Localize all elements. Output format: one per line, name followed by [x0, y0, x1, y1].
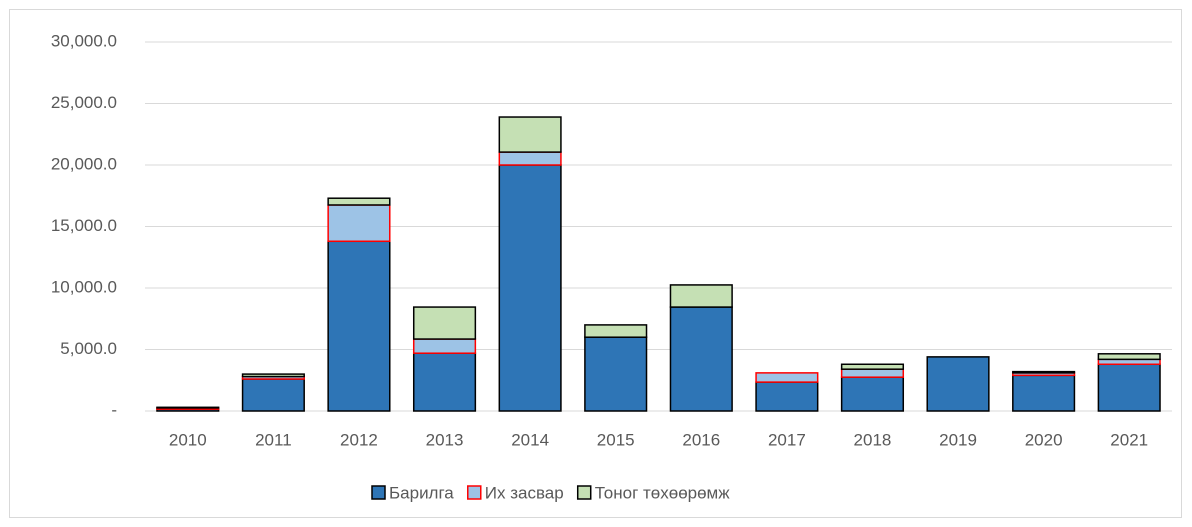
x-tick-label: 2015	[597, 430, 635, 449]
legend-swatch	[576, 485, 592, 500]
legend-swatch	[467, 485, 482, 500]
bar-segment	[412, 338, 477, 354]
bar-segment	[926, 356, 990, 412]
x-tick-label: 2013	[426, 430, 464, 449]
x-tick-label: 2010	[169, 430, 207, 449]
bar-segment	[327, 204, 391, 243]
bar-segment	[1012, 370, 1076, 374]
legend-label: Тоног төхөөрөмж	[595, 483, 731, 502]
legend-label: Барилга	[389, 483, 454, 502]
bar-segment	[498, 116, 562, 153]
bar-segment	[840, 368, 905, 378]
bar-segment	[755, 381, 819, 412]
bar-segment	[412, 352, 477, 412]
x-tick-label: 2014	[511, 430, 549, 449]
x-tick-label: 2020	[1025, 430, 1063, 449]
x-tick-label: 2017	[768, 430, 806, 449]
x-tick-label: 2018	[854, 430, 892, 449]
y-tick-label: -	[111, 400, 117, 419]
legend-swatch	[371, 485, 386, 500]
bar-segment	[1097, 353, 1161, 361]
bar-segment	[241, 378, 305, 412]
bar-segment	[840, 376, 905, 412]
y-tick-label: 15,000.0	[51, 216, 117, 235]
bar-segment	[241, 373, 305, 378]
x-tick-label: 2016	[682, 430, 720, 449]
x-tick-label: 2019	[939, 430, 977, 449]
bar-segment	[156, 406, 220, 409]
bar-segment	[1097, 363, 1161, 412]
bar-segment	[669, 284, 733, 308]
legend-label: Их засвар	[485, 483, 564, 502]
bar-segment	[327, 240, 391, 412]
y-tick-label: 5,000.0	[60, 339, 117, 358]
bar-segment	[584, 324, 648, 338]
bar-segment	[327, 197, 391, 206]
bar-segment	[669, 306, 733, 412]
x-tick-label: 2011	[255, 430, 292, 449]
bar-segment	[755, 372, 819, 383]
bar-segment	[412, 306, 477, 340]
bar-segment	[498, 164, 562, 412]
x-tick-label: 2021	[1110, 430, 1148, 449]
y-tick-label: 20,000.0	[51, 154, 117, 173]
bar-segment	[1012, 374, 1076, 412]
bar-segment	[840, 363, 905, 370]
chart-frame	[9, 9, 1182, 518]
y-tick-label: 25,000.0	[51, 93, 117, 112]
y-tick-label: 30,000.0	[51, 31, 117, 50]
x-tick-label: 2012	[340, 430, 378, 449]
y-tick-label: 10,000.0	[51, 277, 117, 296]
bar-segment	[498, 151, 562, 166]
bar-segment	[584, 336, 648, 412]
